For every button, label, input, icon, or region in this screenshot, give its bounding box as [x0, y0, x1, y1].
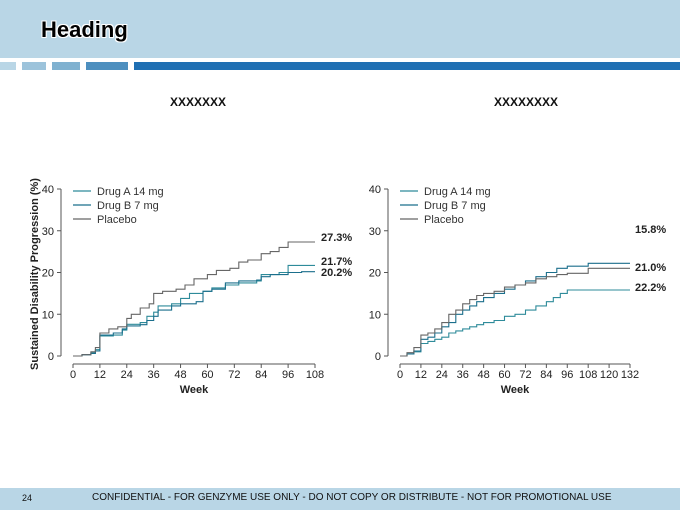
- header-band: [0, 0, 680, 58]
- x-tick-label: 96: [282, 369, 294, 381]
- legend-entry: Drug B 7 mg: [424, 200, 486, 212]
- y-tick-label: 30: [42, 226, 54, 238]
- y-tick-label: 20: [42, 268, 54, 280]
- y-tick-label: 40: [42, 184, 54, 196]
- x-tick-label: 12: [415, 369, 427, 381]
- end-value-label: 21.7%: [321, 256, 352, 268]
- x-tick-label: 72: [519, 369, 531, 381]
- series-line-2: [400, 262, 630, 357]
- y-tick-label: 0: [375, 351, 381, 363]
- chart-title-left: XXXXXXX: [169, 95, 227, 109]
- x-axis-label: Week: [180, 384, 209, 396]
- x-tick-label: 0: [397, 369, 403, 381]
- header-stripe: [0, 62, 16, 70]
- y-tick-label: 20: [369, 268, 381, 280]
- legend-entry: Drug B 7 mg: [97, 200, 159, 212]
- header-stripe: [86, 62, 128, 70]
- x-axis-label: Week: [501, 384, 530, 396]
- x-tick-label: 84: [255, 369, 267, 381]
- x-tick-label: 108: [579, 369, 597, 381]
- end-value-label: 22.2%: [635, 282, 666, 294]
- x-tick-label: 36: [148, 369, 160, 381]
- end-value-label: 20.2%: [321, 267, 352, 279]
- x-tick-label: 84: [540, 369, 552, 381]
- series-line-1: [400, 289, 630, 357]
- end-value-label: 15.8%: [635, 224, 666, 236]
- y-tick-label: 40: [369, 184, 381, 196]
- x-tick-label: 60: [498, 369, 510, 381]
- y-tick-label: 0: [48, 351, 54, 363]
- legend-entry: Drug A 14 mg: [97, 186, 164, 198]
- footer-band: 24 CONFIDENTIAL - FOR GENZYME USE ONLY -…: [0, 488, 680, 510]
- x-tick-label: 24: [436, 369, 448, 381]
- x-tick-label: 108: [306, 369, 324, 381]
- legend-entry: Placebo: [97, 214, 137, 226]
- header-stripe: [134, 62, 680, 70]
- x-tick-label: 48: [478, 369, 490, 381]
- x-tick-label: 0: [70, 369, 76, 381]
- y-tick-label: 10: [369, 309, 381, 321]
- header-stripe: [22, 62, 46, 70]
- confidential-notice: CONFIDENTIAL - FOR GENZYME USE ONLY - DO…: [92, 492, 612, 503]
- series-line-3: [400, 267, 630, 357]
- x-tick-label: 12: [94, 369, 106, 381]
- y-tick-label: 30: [369, 226, 381, 238]
- x-tick-label: 24: [121, 369, 133, 381]
- end-value-label: 21.0%: [635, 262, 666, 274]
- header-stripe: [52, 62, 80, 70]
- x-tick-label: 120: [600, 369, 618, 381]
- end-value-label: 27.3%: [321, 232, 352, 244]
- x-tick-label: 60: [201, 369, 213, 381]
- x-tick-label: 48: [174, 369, 186, 381]
- chart-title-right: XXXXXXXX: [493, 95, 559, 109]
- x-tick-label: 96: [561, 369, 573, 381]
- legend-entry: Drug A 14 mg: [424, 186, 491, 198]
- y-tick-label: 10: [42, 309, 54, 321]
- x-tick-label: 36: [457, 369, 469, 381]
- x-tick-label: 72: [228, 369, 240, 381]
- legend-entry: Placebo: [424, 214, 464, 226]
- page-number: 24: [22, 493, 33, 503]
- series-line-3: [73, 241, 315, 357]
- page-title: Heading: [41, 17, 128, 42]
- x-tick-label: 132: [621, 369, 639, 381]
